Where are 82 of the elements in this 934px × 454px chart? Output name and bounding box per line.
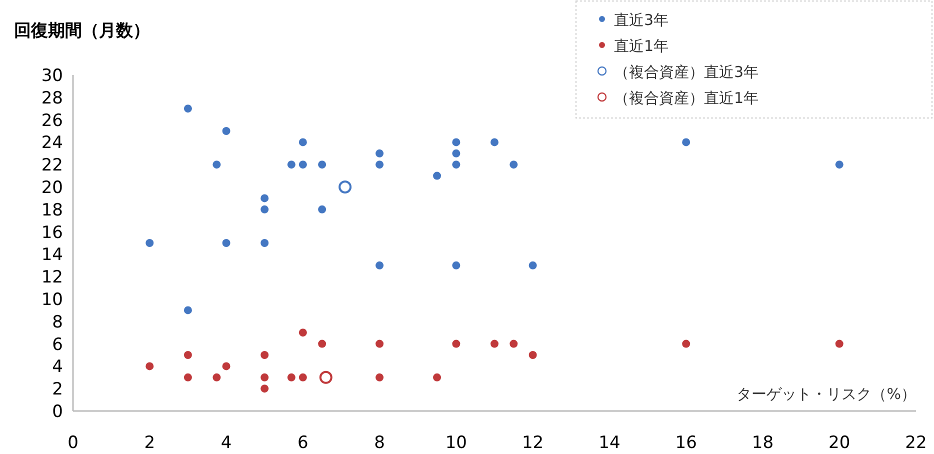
legend-label: （複合資産）直近3年 [614, 63, 759, 81]
point [433, 373, 442, 382]
point [510, 160, 518, 169]
chart-title: 回復期間（月数） [14, 21, 150, 41]
point [298, 138, 307, 146]
legend-label: 直近3年 [614, 11, 669, 29]
point [682, 138, 690, 146]
point [184, 306, 192, 314]
legend-label: 直近1年 [614, 37, 669, 55]
point [376, 160, 384, 169]
y-tick-label: 10 [41, 290, 63, 310]
x-tick-label: 14 [598, 433, 620, 453]
y-tick-label: 28 [41, 88, 63, 108]
point [222, 127, 230, 135]
point [260, 194, 269, 202]
point [184, 373, 192, 382]
point [287, 160, 296, 169]
y-tick-label: 18 [41, 200, 63, 220]
y-tick-label: 20 [41, 178, 63, 198]
point [260, 351, 269, 359]
point [184, 104, 192, 113]
x-tick-label: 20 [828, 433, 850, 453]
point [318, 160, 326, 169]
x-tick-label: 10 [445, 433, 467, 453]
point [184, 351, 192, 359]
point [146, 362, 154, 370]
x-tick-label: 8 [374, 433, 385, 453]
y-tick-label: 30 [41, 66, 63, 86]
point [146, 239, 154, 247]
point [835, 340, 844, 348]
y-tick-label: 22 [41, 156, 63, 176]
point [212, 373, 221, 382]
point [452, 138, 460, 146]
y-tick-label: 24 [41, 133, 63, 154]
x-axis-title: ターゲット・リスク（%） [736, 385, 916, 403]
y-tick-label: 12 [41, 268, 63, 288]
point [433, 172, 442, 180]
point [318, 205, 326, 214]
y-tick-label: 0 [52, 402, 63, 422]
point [376, 340, 384, 348]
x-tick-label: 22 [905, 433, 927, 453]
y-tick-label: 8 [52, 312, 63, 332]
point [528, 351, 537, 359]
point [490, 138, 498, 146]
point [298, 328, 307, 337]
point [835, 160, 844, 169]
point [298, 160, 307, 169]
point [298, 373, 307, 382]
point [287, 373, 296, 382]
point [376, 373, 384, 382]
point [376, 149, 384, 158]
x-tick-label: 6 [297, 433, 308, 453]
point [222, 239, 230, 247]
point [452, 261, 460, 270]
point [260, 239, 269, 247]
y-tick-label: 14 [41, 245, 63, 266]
point [376, 261, 384, 270]
point [490, 340, 498, 348]
x-tick-label: 18 [752, 433, 774, 453]
y-tick-label: 16 [41, 222, 63, 243]
y-tick-label: 2 [52, 380, 63, 400]
point [510, 340, 518, 348]
point [260, 384, 269, 393]
y-tick-label: 26 [41, 110, 63, 131]
x-tick-label: 2 [144, 433, 156, 453]
point [212, 160, 221, 169]
point [222, 362, 230, 370]
y-tick-label: 6 [52, 334, 63, 355]
y-tick-label: 4 [52, 357, 63, 378]
point [528, 261, 537, 270]
x-tick-label: 12 [522, 433, 544, 453]
point [260, 373, 269, 382]
point [260, 205, 269, 214]
x-tick-label: 4 [220, 433, 232, 453]
point [682, 340, 690, 348]
point [452, 160, 460, 169]
x-tick-label: 0 [68, 433, 78, 453]
point [452, 340, 460, 348]
point [318, 340, 326, 348]
legend-label: （複合資産）直近1年 [614, 89, 759, 107]
point [452, 149, 460, 158]
x-tick-label: 16 [675, 433, 697, 453]
